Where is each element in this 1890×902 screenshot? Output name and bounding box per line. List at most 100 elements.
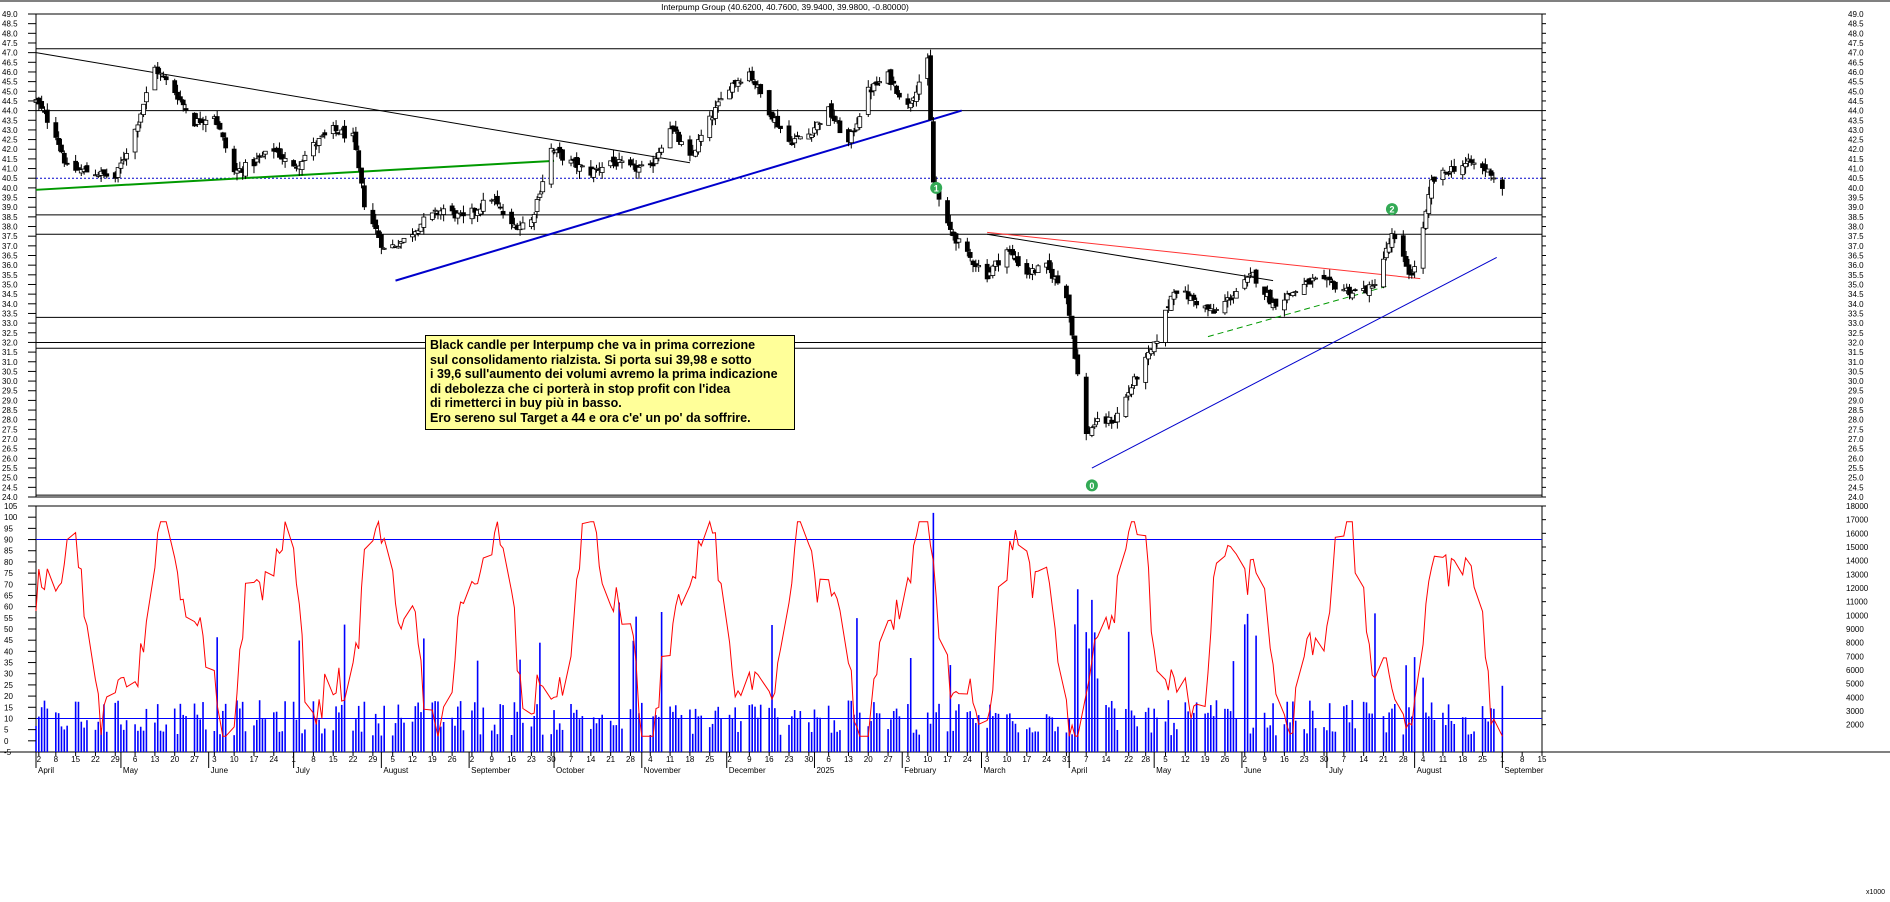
month-label: September: [1504, 766, 1543, 775]
analysis-note: Black candle per Interpump che va in pri…: [425, 335, 795, 430]
candle-body: [1463, 163, 1468, 168]
month-label: July: [296, 766, 310, 775]
candle-body: [964, 241, 970, 252]
day-tick-label: 7: [1342, 755, 1347, 764]
day-tick-label: 19: [1201, 755, 1210, 764]
candle-body: [814, 121, 820, 131]
price-tick-label: 30.5: [1848, 367, 1864, 376]
candle-body: [611, 156, 616, 163]
candle-body: [1406, 264, 1412, 275]
candle-body: [1245, 276, 1250, 283]
candle-body: [1383, 247, 1389, 259]
candle-body: [667, 128, 673, 149]
price-tick-label-left: 31.0: [2, 358, 18, 367]
candle-body: [461, 212, 466, 217]
price-tick-label-left: 36.5: [2, 252, 18, 261]
candle-body: [311, 142, 316, 157]
candle-body: [495, 195, 500, 205]
candle-body: [636, 166, 642, 173]
candle-body: [1443, 171, 1449, 174]
candle-body: [1143, 356, 1149, 383]
candle-body: [84, 165, 90, 173]
price-tick-label: 39.0: [1848, 203, 1864, 212]
candle-body: [223, 137, 229, 149]
day-tick-label: 15: [329, 755, 338, 764]
candle-body: [1194, 300, 1200, 306]
candle-body: [260, 155, 265, 158]
candle-body: [421, 216, 427, 228]
price-tick-label-left: 39.0: [2, 203, 18, 212]
day-tick-label: 28: [626, 755, 635, 764]
candle-body: [829, 103, 834, 118]
candle-body: [132, 128, 138, 153]
candle-body: [628, 159, 633, 166]
day-tick-label: 4: [648, 755, 653, 764]
price-tick-label: 45.5: [1848, 78, 1864, 87]
price-tick-label-left: 35.0: [2, 280, 18, 289]
candle-body: [537, 193, 543, 198]
price-tick-label-left: 37.5: [2, 232, 18, 241]
candle-body: [594, 167, 599, 170]
candle-body: [534, 199, 540, 212]
candle-body: [639, 164, 645, 167]
candle-body: [1168, 295, 1174, 311]
day-tick-label: 30: [804, 755, 813, 764]
candle-body: [378, 234, 384, 248]
candle-body: [786, 125, 792, 142]
candle-body: [619, 160, 625, 163]
price-tick-label-left: 28.5: [2, 406, 18, 415]
candle-body: [1049, 268, 1055, 279]
candle-body: [361, 185, 367, 208]
candle-body: [792, 138, 798, 144]
oscillator-line: [35, 519, 1503, 737]
candle-body: [1069, 315, 1075, 336]
day-tick-label: 17: [250, 755, 259, 764]
price-tick-label: 27.0: [1848, 435, 1864, 444]
candle-body: [254, 158, 260, 163]
price-tick-label: 31.5: [1848, 348, 1864, 357]
note-line: di rimetterci in buy più in basso.: [430, 396, 622, 411]
wave-marker-label: 1: [934, 183, 939, 193]
candle-body: [812, 127, 817, 134]
day-tick-label: 2: [37, 755, 42, 764]
candle-body: [574, 157, 580, 168]
candle-body: [797, 136, 803, 140]
day-tick-label: 6: [826, 755, 831, 764]
candle-body: [39, 101, 45, 109]
price-tick-label: 34.5: [1848, 290, 1864, 299]
candle-body: [373, 219, 379, 230]
candle-body: [251, 159, 257, 167]
price-tick-label-left: 25.0: [2, 474, 18, 483]
candle-body: [1267, 289, 1273, 305]
day-tick-label: 21: [1379, 755, 1388, 764]
price-tick-label-left: 49.0: [2, 10, 18, 19]
day-tick-label: 23: [785, 755, 794, 764]
candle-body: [277, 148, 282, 158]
candle-body: [1423, 210, 1429, 229]
price-tick-label: 43.0: [1848, 126, 1864, 135]
price-tick-label-left: 36.0: [2, 261, 18, 270]
candle-body: [59, 144, 64, 153]
candle-body: [696, 139, 701, 153]
oscillator-tick-label: 5: [4, 726, 9, 735]
price-tick-label: 38.0: [1848, 223, 1864, 232]
candle-body: [155, 66, 161, 75]
price-tick-label-left: 41.0: [2, 165, 18, 174]
candle-body: [916, 81, 922, 95]
candle-body: [831, 115, 837, 122]
oscillator-tick-label: 25: [4, 681, 13, 690]
candle-body: [64, 162, 70, 165]
candle-body: [152, 66, 158, 91]
candle-body: [1372, 284, 1378, 286]
price-tick-label-left: 32.0: [2, 338, 18, 347]
month-label: November: [644, 766, 681, 775]
day-tick-label: 29: [111, 755, 120, 764]
candle-body: [1004, 249, 1010, 268]
price-tick-label-left: 48.5: [2, 20, 18, 29]
candle-body: [599, 166, 605, 173]
day-tick-label: 29: [368, 755, 377, 764]
volume-tick-label: 17000: [1846, 516, 1869, 525]
wave-markers: 1 0 2: [930, 181, 1398, 492]
axes: 24.024.024.524.525.025.025.525.526.026.0…: [2, 10, 1869, 775]
